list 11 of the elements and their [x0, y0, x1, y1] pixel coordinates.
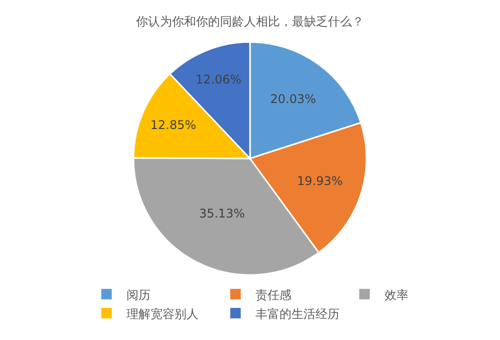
- data-label: 12.85%: [150, 118, 196, 132]
- legend-label: 责任感: [256, 288, 292, 302]
- data-label: 20.03%: [270, 92, 316, 106]
- data-label: 19.93%: [296, 174, 343, 188]
- data-label: 35.13%: [199, 206, 245, 220]
- chart-title: 你认为你和你的同龄人相比，最缺乏什么？: [135, 14, 364, 28]
- data-label: 12.06%: [196, 72, 242, 86]
- legend-label: 丰富的生活经历: [256, 306, 340, 321]
- legend-label: 效率: [384, 288, 408, 302]
- legend-label: 阅历: [126, 288, 150, 302]
- legend-label: 理解宽容别人: [126, 306, 198, 321]
